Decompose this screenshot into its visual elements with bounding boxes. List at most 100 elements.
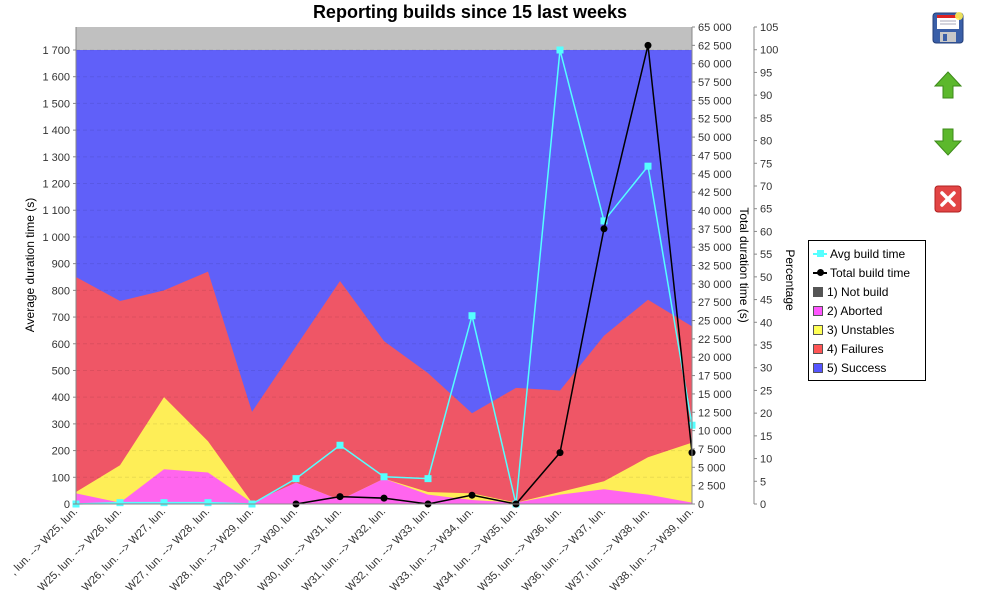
svg-text:400: 400	[52, 392, 70, 404]
svg-text:35 000: 35 000	[698, 242, 732, 254]
x-tick-label: W30, lun. --> W31, lun.	[256, 506, 344, 594]
square-marker-icon	[813, 249, 827, 259]
svg-text:15 000: 15 000	[698, 389, 732, 401]
data-point	[336, 441, 344, 449]
legend-item-not-build: 1) Not build	[813, 282, 921, 301]
legend-label: 1) Not build	[827, 284, 889, 299]
svg-text:40 000: 40 000	[698, 205, 732, 217]
svg-text:25 000: 25 000	[698, 316, 732, 328]
svg-text:1 700: 1 700	[42, 45, 70, 57]
svg-text:30 000: 30 000	[698, 279, 732, 291]
close-button[interactable]	[930, 181, 966, 217]
close-icon	[934, 185, 962, 213]
svg-text:85: 85	[760, 113, 772, 125]
arrow-down-icon	[933, 128, 963, 156]
svg-text:70: 70	[760, 181, 772, 193]
svg-text:42 500: 42 500	[698, 187, 732, 199]
x-tick-label: W33, lun. --> W34, lun.	[388, 506, 476, 594]
toolbar	[930, 10, 966, 238]
svg-text:0: 0	[64, 499, 70, 511]
svg-text:62 500: 62 500	[698, 40, 732, 52]
svg-text:300: 300	[52, 419, 70, 431]
svg-text:12 500: 12 500	[698, 407, 732, 419]
swatch-icon	[813, 305, 823, 316]
x-tick-label: W36, lun. --> W37, lun.	[520, 506, 608, 594]
svg-text:45: 45	[760, 295, 772, 307]
data-point	[116, 499, 124, 507]
svg-text:30: 30	[760, 363, 772, 375]
move-down-button[interactable]	[930, 124, 966, 160]
legend-label: 5) Success	[827, 360, 887, 375]
x-tick-label: W31, lun. --> W32, lun.	[300, 506, 388, 594]
floppy-save-icon	[932, 12, 964, 44]
y2-axis-title: Total duration time (s)	[737, 207, 751, 322]
svg-text:0: 0	[698, 499, 704, 511]
svg-text:45 000: 45 000	[698, 169, 732, 181]
arrow-up-icon	[933, 71, 963, 99]
swatch-icon	[813, 362, 823, 373]
svg-text:1 600: 1 600	[42, 72, 70, 84]
svg-text:100: 100	[760, 45, 778, 57]
svg-text:700: 700	[52, 312, 70, 324]
y3-axis-title: Percentage	[783, 249, 797, 311]
legend-item-avg-build-time: Avg build time	[813, 244, 921, 263]
svg-text:25: 25	[760, 385, 772, 397]
svg-text:52 500: 52 500	[698, 114, 732, 126]
x-tick-label: W25, lun. --> W26, lun.	[36, 506, 124, 594]
svg-text:105: 105	[760, 22, 778, 34]
svg-text:57 500: 57 500	[698, 77, 732, 89]
legend-label: 4) Failures	[827, 341, 884, 356]
legend-label: Avg build time	[830, 246, 906, 261]
data-point	[424, 475, 432, 483]
data-point	[556, 449, 564, 457]
data-point	[292, 475, 300, 483]
svg-text:90: 90	[760, 90, 772, 102]
svg-text:1 100: 1 100	[42, 205, 70, 217]
svg-text:1 300: 1 300	[42, 152, 70, 164]
area-4-failures	[76, 271, 692, 504]
data-point	[160, 499, 168, 507]
svg-text:10: 10	[760, 454, 772, 466]
svg-text:65 000: 65 000	[698, 22, 732, 34]
svg-text:1 500: 1 500	[42, 98, 70, 110]
gridlines	[76, 49, 692, 478]
svg-text:800: 800	[52, 285, 70, 297]
save-button[interactable]	[930, 10, 966, 46]
data-point	[380, 494, 388, 502]
x-tick-label: W26, lun. --> W27, lun.	[80, 506, 168, 594]
data-point	[380, 473, 388, 481]
svg-text:1 000: 1 000	[42, 232, 70, 244]
stacked-areas	[76, 50, 692, 504]
legend-label: 3) Unstables	[827, 322, 895, 337]
svg-text:900: 900	[52, 259, 70, 271]
data-point	[644, 41, 652, 49]
svg-text:32 500: 32 500	[698, 261, 732, 273]
svg-text:100: 100	[52, 472, 70, 484]
svg-text:1 400: 1 400	[42, 125, 70, 137]
legend: Avg build time Total build time 1) Not b…	[808, 240, 926, 381]
x-tick-label: W29, lun. --> W30, lun.	[212, 506, 300, 594]
data-point	[468, 312, 476, 320]
svg-text:5 000: 5 000	[698, 462, 726, 474]
svg-text:60: 60	[760, 226, 772, 238]
move-up-button[interactable]	[930, 67, 966, 103]
x-tick-label: W34, lun. --> W35, lun.	[432, 506, 520, 594]
svg-text:55 000: 55 000	[698, 95, 732, 107]
svg-text:22 500: 22 500	[698, 334, 732, 346]
chart-title: Reporting builds since 15 last weeks	[313, 2, 627, 22]
x-tick-label: W27, lun. --> W28, lun.	[124, 506, 212, 594]
legend-item-total-build-time: Total build time	[813, 263, 921, 282]
svg-text:75: 75	[760, 158, 772, 170]
svg-text:37 500: 37 500	[698, 224, 732, 236]
data-point	[468, 491, 476, 499]
svg-text:5: 5	[760, 476, 766, 488]
svg-text:15: 15	[760, 431, 772, 443]
legend-item-aborted: 2) Aborted	[813, 301, 921, 320]
data-point	[600, 217, 608, 225]
svg-text:95: 95	[760, 67, 772, 79]
legend-item-unstables: 3) Unstables	[813, 320, 921, 339]
svg-text:1 200: 1 200	[42, 179, 70, 191]
area-2-aborted	[76, 469, 692, 504]
